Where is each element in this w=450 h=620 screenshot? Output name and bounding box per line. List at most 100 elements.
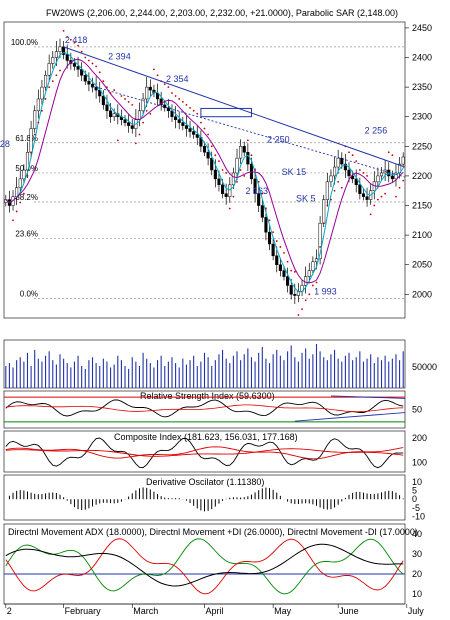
chart-layer: 2450240023502300225022002150210020502000… bbox=[0, 21, 437, 616]
candle-body bbox=[210, 157, 214, 171]
price-tick-label: 2400 bbox=[412, 53, 432, 63]
fib-label: 23.6% bbox=[15, 230, 38, 239]
parabolic-sar-dot bbox=[87, 59, 90, 62]
parabolic-sar-dot bbox=[174, 95, 177, 97]
rsi-signal-line bbox=[5, 404, 404, 413]
candle-body bbox=[72, 63, 76, 67]
parabolic-sar-dot bbox=[116, 139, 119, 142]
parabolic-sar-dot bbox=[250, 154, 253, 157]
composite-title: Composite Index (181.623, 156.031, 177.1… bbox=[114, 432, 298, 442]
parabolic-sar-dot bbox=[41, 109, 43, 112]
candle-body bbox=[343, 163, 347, 171]
composite-average-fast-line bbox=[5, 446, 404, 460]
candle-body bbox=[40, 86, 44, 100]
parabolic-sar-dot bbox=[37, 121, 40, 124]
candle-body bbox=[286, 276, 290, 286]
parabolic-sar-dot bbox=[66, 35, 69, 38]
composite-average-slow-line bbox=[5, 448, 404, 457]
dmi-tick-label: 40 bbox=[412, 529, 422, 539]
parabolic-sar-dot bbox=[33, 133, 36, 136]
parabolic-sar-dot bbox=[109, 92, 112, 94]
parabolic-sar-dot bbox=[149, 112, 152, 115]
candle-body bbox=[235, 157, 239, 174]
dosc-tick-label: -10 bbox=[412, 512, 425, 522]
parabolic-sar-dot bbox=[98, 71, 101, 74]
candle-body bbox=[206, 151, 210, 159]
price-tick-label: 2000 bbox=[412, 289, 432, 299]
price-annotation: 2 163 bbox=[245, 186, 268, 196]
candle-body bbox=[148, 86, 152, 91]
candle-body bbox=[195, 134, 199, 138]
chart-title: FW20WS (2,206.00, 2,244.00, 2,203.00, 2,… bbox=[46, 8, 398, 18]
parabolic-sar-dot bbox=[167, 86, 170, 89]
candle-body bbox=[311, 261, 315, 271]
parabolic-sar-dot bbox=[308, 293, 311, 296]
dmi-tick-label: 20 bbox=[412, 569, 422, 579]
dmi-tick-label: 30 bbox=[412, 549, 422, 559]
candle-body bbox=[94, 86, 98, 91]
parabolic-sar-dot bbox=[44, 98, 47, 100]
dmi-minus-di-line bbox=[5, 538, 404, 595]
parabolic-sar-dot bbox=[156, 74, 159, 77]
parabolic-sar-dot bbox=[326, 204, 329, 207]
price-annotation: 2 394 bbox=[108, 51, 131, 61]
parabolic-sar-dot bbox=[304, 299, 307, 302]
trendline-upper bbox=[63, 46, 406, 168]
parabolic-sar-dot bbox=[380, 195, 383, 198]
candle-body bbox=[90, 83, 95, 88]
composite-tick-label: 100 bbox=[412, 457, 427, 467]
parabolic-sar-dot bbox=[163, 83, 166, 86]
parabolic-sar-dot bbox=[181, 101, 184, 103]
parabolic-sar-dot bbox=[95, 65, 98, 68]
price-annotation: SK 5 bbox=[296, 194, 316, 204]
parabolic-sar-dot bbox=[48, 86, 51, 89]
candle-body bbox=[22, 169, 26, 180]
parabolic-sar-dot bbox=[214, 154, 217, 157]
candle-body bbox=[358, 184, 362, 194]
parabolic-sar-dot bbox=[297, 314, 300, 316]
parabolic-sar-dot bbox=[402, 179, 405, 182]
candle-body bbox=[224, 193, 228, 197]
month-label: February bbox=[65, 606, 102, 616]
parabolic-sar-dot bbox=[207, 133, 210, 136]
price-annotation: SK 15 bbox=[282, 167, 307, 177]
parabolic-sar-dot bbox=[391, 154, 394, 157]
moving-average-fast-line bbox=[5, 52, 404, 293]
parabolic-sar-dot bbox=[286, 260, 289, 263]
price-annotation: 2 256 bbox=[365, 125, 388, 135]
parabolic-sar-dot bbox=[12, 219, 14, 222]
candle-body bbox=[376, 175, 380, 183]
rsi-tick-label: 50 bbox=[412, 405, 422, 415]
parabolic-sar-dot bbox=[279, 246, 282, 248]
candle-body bbox=[177, 119, 181, 123]
candle-body bbox=[181, 122, 185, 126]
candle-body bbox=[390, 175, 394, 180]
parabolic-sar-dot bbox=[192, 109, 195, 112]
dosc-tick-label: -5 bbox=[412, 503, 420, 513]
candle-body bbox=[76, 66, 80, 70]
candle-body bbox=[58, 46, 62, 52]
candle-body bbox=[322, 199, 326, 224]
rsi-panel-frame bbox=[3, 390, 406, 429]
candle-body bbox=[184, 125, 188, 129]
parabolic-sar-dot bbox=[225, 172, 228, 174]
parabolic-sar-dot bbox=[236, 180, 238, 183]
dmi-panel-frame bbox=[3, 523, 406, 605]
candle-body bbox=[54, 51, 58, 58]
fib-label: 0.0% bbox=[20, 289, 38, 298]
candle-body bbox=[267, 231, 272, 245]
candle-body bbox=[329, 175, 333, 183]
parabolic-sar-dot bbox=[358, 169, 361, 171]
month-label: 2 bbox=[7, 606, 12, 616]
parabolic-sar-dot bbox=[340, 186, 343, 189]
candle-body bbox=[112, 113, 116, 117]
parabolic-sar-dot bbox=[330, 198, 332, 201]
month-label: July bbox=[408, 606, 425, 616]
parabolic-sar-dot bbox=[387, 151, 390, 154]
dmi-title: Directnl Movement ADX (18.0000), Directn… bbox=[8, 527, 418, 537]
parabolic-sar-dot bbox=[268, 219, 271, 222]
parabolic-sar-dot bbox=[398, 186, 401, 189]
parabolic-sar-dot bbox=[19, 201, 22, 204]
candle-body bbox=[65, 54, 69, 61]
